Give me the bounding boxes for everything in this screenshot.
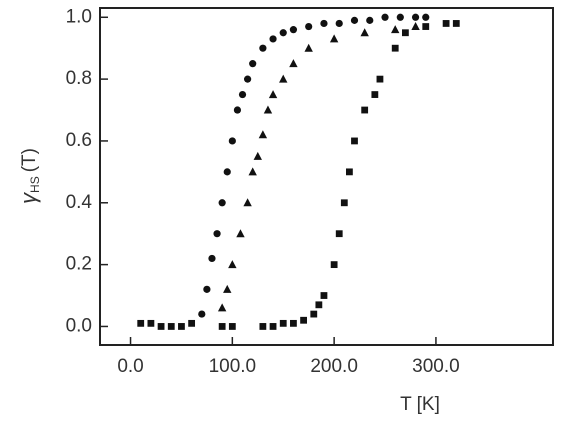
triangle-point xyxy=(391,25,400,34)
circle-point xyxy=(396,13,404,21)
square-point xyxy=(346,168,353,176)
triangle-point xyxy=(223,284,232,293)
triangle-point xyxy=(217,303,227,312)
circle-point xyxy=(244,75,252,83)
square-point xyxy=(401,29,409,37)
square-point xyxy=(335,230,343,238)
square-point xyxy=(279,319,287,327)
circle-point xyxy=(228,137,236,145)
y-label-subscript: HS xyxy=(28,176,42,193)
circle-point xyxy=(366,16,374,24)
square-point xyxy=(422,23,430,30)
triangle-point xyxy=(279,74,288,83)
circle-point xyxy=(259,44,267,52)
square-point xyxy=(391,44,399,52)
triangle-point xyxy=(236,229,245,238)
triangle-point xyxy=(329,34,339,43)
square-point xyxy=(351,137,358,145)
triangle-point xyxy=(411,22,420,31)
circle-point xyxy=(279,29,287,37)
y-tick-label: 0.0 xyxy=(66,315,92,336)
x-tick-label: 200.0 xyxy=(310,356,358,377)
circle-point xyxy=(233,106,242,114)
triangle-point xyxy=(263,105,273,114)
square-point xyxy=(315,301,323,309)
circle-point xyxy=(350,16,359,24)
circle-point xyxy=(289,26,298,34)
circle-point xyxy=(218,199,226,207)
square-point xyxy=(300,316,307,324)
triangle-point xyxy=(258,130,268,139)
circle-point xyxy=(208,254,216,263)
y-label-symbol: γ xyxy=(16,191,41,204)
square-point xyxy=(452,20,460,27)
x-axis-label: T [K] xyxy=(400,394,440,415)
circle-point xyxy=(422,13,430,21)
square-point xyxy=(188,319,196,327)
square-point xyxy=(218,323,226,330)
circle-point xyxy=(335,19,343,28)
square-point xyxy=(361,106,369,114)
square-point xyxy=(376,75,384,83)
square-point xyxy=(310,310,318,318)
plot-frame xyxy=(99,7,554,346)
square-point xyxy=(228,323,236,330)
y-tick-label: 0.8 xyxy=(66,68,92,89)
circle-point xyxy=(411,13,420,21)
triangle-point xyxy=(289,59,298,68)
circle-point xyxy=(249,60,257,68)
square-point xyxy=(340,199,348,207)
circle-point xyxy=(223,168,231,176)
square-point xyxy=(330,261,338,269)
x-tick-label: 0.0 xyxy=(117,356,143,377)
x-tick-label: 100.0 xyxy=(209,356,257,377)
triangle-point xyxy=(304,43,313,52)
square-point xyxy=(167,323,175,330)
square-point xyxy=(137,319,145,327)
square-point xyxy=(442,20,450,27)
triangle-point xyxy=(248,167,257,176)
triangle-point xyxy=(268,90,278,99)
square-point xyxy=(147,319,155,327)
square-point xyxy=(269,323,277,330)
y-tick-label: 0.4 xyxy=(66,192,93,213)
y-tick-label: 0.6 xyxy=(66,130,92,151)
circle-point xyxy=(320,19,328,28)
circle-point xyxy=(198,310,206,318)
square-point xyxy=(157,323,165,330)
square-point xyxy=(290,319,297,327)
triangle-point xyxy=(243,198,252,207)
triangle-point xyxy=(253,151,262,160)
square-point xyxy=(371,91,379,98)
circle-point xyxy=(381,13,389,21)
circle-point xyxy=(269,35,277,43)
y-label-argument: (T) xyxy=(19,148,40,172)
circle-point xyxy=(203,285,211,293)
square-point xyxy=(178,323,185,330)
square-point xyxy=(259,323,267,330)
y-axis-label: γHS (T) xyxy=(16,148,42,204)
triangle-point xyxy=(228,260,237,269)
x-tick-label: 300.0 xyxy=(412,356,460,377)
circle-point xyxy=(305,22,313,31)
square-point xyxy=(320,292,328,299)
triangle-point xyxy=(360,28,369,37)
y-tick-label: 0.2 xyxy=(66,254,92,275)
y-tick-label: 1.0 xyxy=(66,6,92,27)
circle-point xyxy=(238,90,247,99)
circle-point xyxy=(213,230,221,238)
